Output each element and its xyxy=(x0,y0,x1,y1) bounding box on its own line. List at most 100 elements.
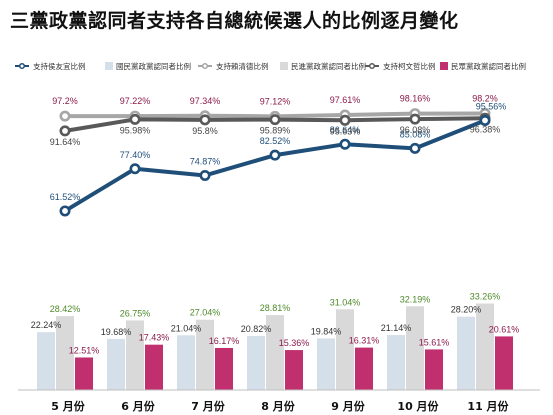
bar xyxy=(457,316,475,390)
bar xyxy=(285,350,303,390)
line-data-label: 96.08% xyxy=(400,125,431,135)
bar-data-label: 31.04% xyxy=(330,297,361,307)
bar-data-label: 20.61% xyxy=(489,324,520,334)
bar-data-label: 19.68% xyxy=(101,327,132,337)
bar-data-label: 12.51% xyxy=(69,345,100,355)
line-data-label: 91.64% xyxy=(50,137,81,147)
line-data-label: 95.63% xyxy=(330,126,361,136)
bar xyxy=(37,332,55,390)
bar xyxy=(196,319,214,390)
data-point xyxy=(339,114,351,126)
bar xyxy=(215,347,233,390)
bar-data-label: 20.82% xyxy=(241,324,272,334)
bar xyxy=(247,335,265,390)
bar xyxy=(126,320,144,390)
chart-title: 三黨政黨認同者支持各自總統候選人的比例逐月變化 xyxy=(10,10,459,32)
line-data-label: 86.64% xyxy=(330,125,361,135)
data-point xyxy=(59,125,71,137)
bar-data-label: 33.26% xyxy=(470,292,501,302)
line-data-label: 95.98% xyxy=(120,125,151,135)
line-data-label: 97.61% xyxy=(330,95,361,105)
line-data-label: 97.12% xyxy=(260,96,291,106)
line-data-label: 95.56% xyxy=(476,101,507,111)
x-tick-label: 5 月份 xyxy=(51,399,85,413)
data-point xyxy=(479,114,491,126)
bar-data-label: 28.20% xyxy=(451,305,482,315)
line-data-label: 61.52% xyxy=(50,192,81,202)
legend-label: 民進黨政黨認同者比例 xyxy=(291,61,366,71)
bar xyxy=(177,335,195,390)
bar xyxy=(425,349,443,390)
x-tick-label: 6 月份 xyxy=(121,399,155,413)
x-axis: 5 月份 6 月份 7 月份 8 月份 9 月份 10 月份 11 月份 xyxy=(18,389,540,413)
legend-label: 支持柯文哲比例 xyxy=(383,61,436,71)
bar-data-label: 21.04% xyxy=(171,323,202,333)
bar-data-label: 16.17% xyxy=(209,336,240,346)
data-point xyxy=(129,163,141,175)
legend-label: 民眾黨政黨認同者比例 xyxy=(451,61,526,71)
data-point xyxy=(269,114,281,126)
line-data-label: 95.89% xyxy=(260,126,291,136)
line-data-label: 98.2% xyxy=(472,93,498,103)
bar xyxy=(266,315,284,390)
legend-marker xyxy=(368,62,376,70)
line-data-label: 98.16% xyxy=(400,94,431,104)
data-point xyxy=(59,205,71,217)
bar-data-label: 26.75% xyxy=(120,308,151,318)
line-data-label: 82.52% xyxy=(260,136,291,146)
bar-data-label: 16.31% xyxy=(349,336,380,346)
legend-marker xyxy=(201,62,209,70)
bar xyxy=(107,338,125,390)
bar-data-label: 17.43% xyxy=(139,333,170,343)
bar-data-label: 19.84% xyxy=(311,326,342,336)
bar xyxy=(145,344,163,390)
x-tick-label: 8 月份 xyxy=(261,399,295,413)
line-data-label: 97.22% xyxy=(120,96,151,106)
bar-data-label: 27.04% xyxy=(190,308,221,318)
data-point xyxy=(199,114,211,126)
legend-label: 支持侯友宜比例 xyxy=(33,61,86,71)
line-data-label: 74.87% xyxy=(190,156,221,166)
data-point xyxy=(59,110,71,122)
legend-marker xyxy=(18,62,26,70)
bar-series-group: 22.24% 19.68% 21.04% 20.82% 19.84% 21.14% 28.2… xyxy=(31,292,520,390)
data-point xyxy=(199,169,211,181)
bar-data-label: 15.36% xyxy=(279,338,310,348)
bar xyxy=(355,347,373,390)
data-point xyxy=(129,113,141,125)
line-data-label: 77.40% xyxy=(120,150,151,160)
line-data-label: 95.8% xyxy=(192,126,218,136)
legend-label: 國民黨政黨認同者比例 xyxy=(116,61,191,71)
legend-bar-swatch xyxy=(440,62,448,70)
bar xyxy=(406,306,424,390)
bar-data-label: 32.19% xyxy=(400,294,431,304)
data-point xyxy=(409,113,421,125)
data-point xyxy=(409,142,421,154)
bar-data-label: 22.24% xyxy=(31,320,62,330)
bar xyxy=(336,309,354,390)
bar-data-label: 21.14% xyxy=(381,323,412,333)
x-tick-label: 11 月份 xyxy=(467,399,509,413)
legend-label: 支持賴清德比例 xyxy=(216,61,269,71)
bar xyxy=(56,316,74,390)
x-tick-label: 9 月份 xyxy=(331,399,365,413)
bar xyxy=(495,336,513,390)
data-point xyxy=(339,138,351,150)
bar-data-label: 15.61% xyxy=(419,337,450,347)
line-data-label: 97.34% xyxy=(190,96,221,106)
bar xyxy=(317,338,335,390)
bar xyxy=(387,335,405,390)
legend-bar-swatch xyxy=(280,62,288,70)
line-series-group: 61.52% 77.40% 74.87% 82.52% 86.64% 85.08% 95.5… xyxy=(50,93,507,217)
line-data-label: 97.2% xyxy=(52,96,78,106)
bar-data-label: 28.81% xyxy=(260,303,291,313)
bar-data-label: 28.42% xyxy=(50,304,81,314)
x-tick-label: 10 月份 xyxy=(397,399,439,413)
line-data-label: 96.38% xyxy=(470,124,501,134)
x-tick-label: 7 月份 xyxy=(191,399,225,413)
line-data-label: 85.08% xyxy=(400,129,431,139)
legend: 支持侯友宜比例 國民黨政黨認同者比例 支持賴清德比例 民進黨政黨認同者比例 支持柯文哲比… xyxy=(15,61,526,71)
bar xyxy=(75,357,93,390)
